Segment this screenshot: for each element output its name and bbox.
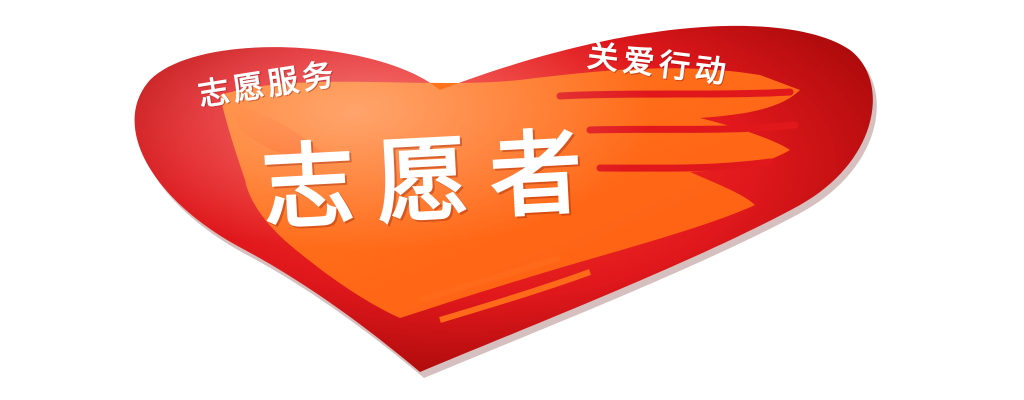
logo-title: 志愿者 (259, 117, 607, 243)
heart-shine (134, 25, 873, 372)
